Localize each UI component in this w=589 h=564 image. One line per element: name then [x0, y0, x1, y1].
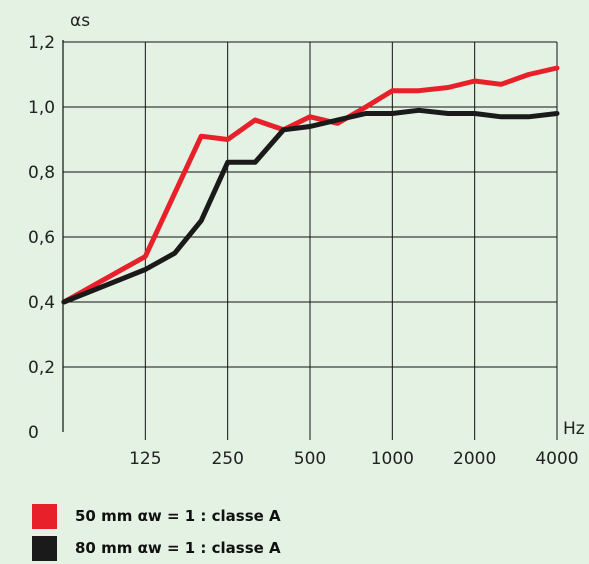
y-tick-label: 0,6: [28, 228, 55, 248]
legend-item-50mm: 50 mm αw = 1 : classe A: [32, 500, 281, 532]
series-line-80mm: [61, 107, 560, 305]
legend-swatch-red: [32, 503, 57, 529]
legend: 50 mm αw = 1 : classe A 80 mm αw = 1 : c…: [32, 500, 281, 564]
legend-swatch-black: [32, 535, 57, 561]
x-tick-label: 2000: [453, 449, 496, 469]
y-axis-label: αs: [70, 11, 90, 31]
y-tick-label: 0: [28, 423, 39, 443]
legend-label: 80 mm αw = 1 : classe A: [75, 539, 281, 557]
x-tick-label: 4000: [535, 449, 578, 469]
x-axis-unit: Hz: [563, 419, 585, 439]
x-tick-label: 500: [294, 449, 326, 469]
y-tick-label: 0,2: [28, 358, 55, 378]
y-tick-label: 1,0: [28, 98, 55, 118]
acoustic-absorption-chart: 0 0,2 0,4 0,6 0,8 1,0 1,2 125 250 500 1000 2000 4000…: [28, 11, 585, 469]
y-tick-label: 1,2: [28, 33, 55, 53]
x-tick-label: 125: [129, 449, 161, 469]
y-tick-label: 0,8: [28, 163, 55, 183]
x-tick-label: 1000: [371, 449, 414, 469]
y-tick-label: 0,4: [28, 293, 55, 313]
legend-item-80mm: 80 mm αw = 1 : classe A: [32, 532, 281, 564]
legend-label: 50 mm αw = 1 : classe A: [75, 507, 281, 525]
x-tick-label: 250: [211, 449, 243, 469]
